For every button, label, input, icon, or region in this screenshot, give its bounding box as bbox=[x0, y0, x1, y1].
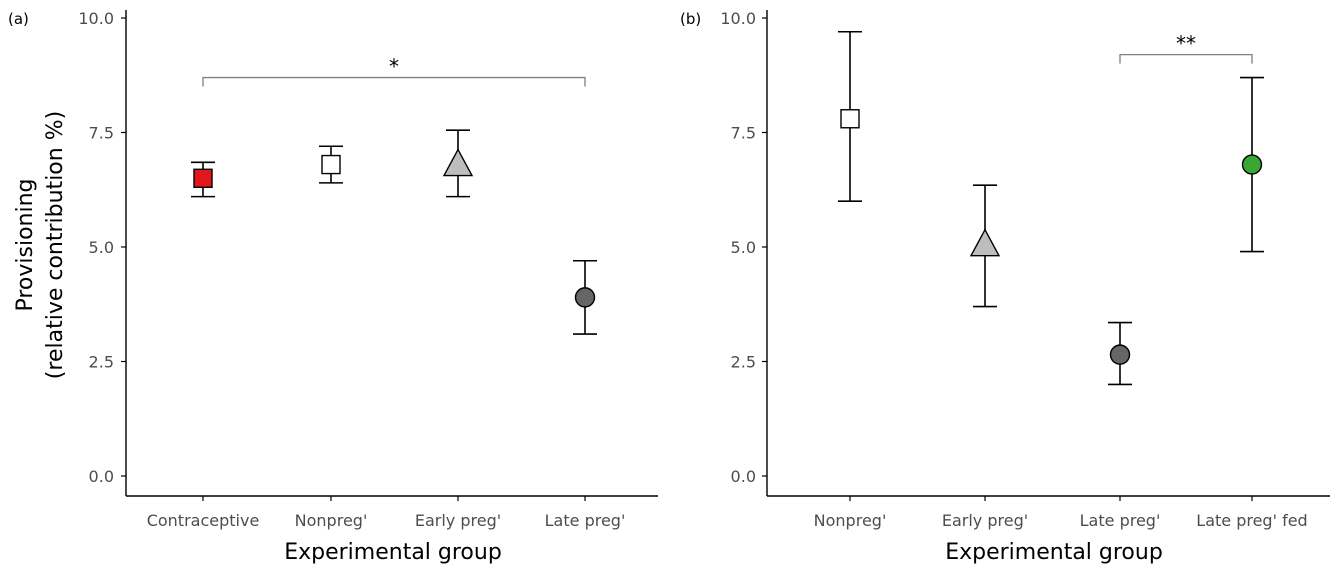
panel-b-y-tick-label: 7.5 bbox=[731, 124, 756, 143]
panel-b-y-tick-label: 0.0 bbox=[731, 467, 756, 486]
panel-b: (b) Experimental group 0.0 2.5 5.0 7.5 10.0 N… bbox=[680, 9, 1330, 565]
panel-b-y-tick-label: 10.0 bbox=[720, 9, 756, 28]
panel-b-plot-area: 0.0 2.5 5.0 7.5 10.0 Nonpreg' Early preg' Late … bbox=[720, 9, 1330, 530]
panel-a-x-tick-label: Early preg' bbox=[415, 511, 501, 530]
panel-b-point-circle bbox=[1243, 155, 1262, 174]
panel-b-x-tick-label: Nonpreg' bbox=[814, 511, 887, 530]
panel-a-y-axis-title-line1: Provisioning bbox=[13, 178, 38, 311]
panel-a-y-tick-label: 2.5 bbox=[89, 353, 114, 372]
panel-b-significance-bracket bbox=[1120, 55, 1252, 64]
panel-a-x-tick-label: Late preg' bbox=[545, 511, 626, 530]
panel-a-y-tick-label: 5.0 bbox=[89, 238, 114, 257]
panel-b-x-tick-label: Late preg' bbox=[1080, 511, 1161, 530]
panel-b-point-circle bbox=[1111, 345, 1130, 364]
panel-a-point-circle bbox=[576, 288, 595, 307]
panel-a-label: (a) bbox=[8, 10, 29, 28]
panel-a-x-tick-label: Nonpreg' bbox=[295, 511, 368, 530]
panel-b-y-tick-label: 5.0 bbox=[731, 238, 756, 257]
panel-b-point-square bbox=[841, 110, 859, 128]
panel-a-point-square bbox=[194, 169, 212, 187]
panel-a-significance-label: * bbox=[389, 55, 399, 79]
panel-a-plot-area: 0.0 2.5 5.0 7.5 10.0 Contraceptive Nonpreg' Ear… bbox=[78, 9, 658, 530]
panel-b-y-tick-label: 2.5 bbox=[731, 353, 756, 372]
panel-a: (a) Provisioning (relative contribution … bbox=[8, 9, 658, 565]
panel-a-point-triangle bbox=[444, 150, 472, 176]
panel-b-x-tick-label: Early preg' bbox=[942, 511, 1028, 530]
panel-a-y-tick-label: 10.0 bbox=[78, 9, 114, 28]
panel-b-x-axis-title: Experimental group bbox=[945, 540, 1163, 565]
panel-b-x-tick-label: Late preg' fed bbox=[1196, 511, 1307, 530]
panel-b-label: (b) bbox=[680, 10, 701, 28]
panel-b-significance-label: ** bbox=[1176, 32, 1196, 56]
panel-a-point-square bbox=[322, 156, 340, 174]
panel-a-x-axis-title: Experimental group bbox=[284, 540, 502, 565]
panel-a-significance-bracket bbox=[203, 78, 585, 87]
panel-a-y-tick-label: 0.0 bbox=[89, 467, 114, 486]
panel-a-y-tick-label: 7.5 bbox=[89, 124, 114, 143]
panel-b-point-triangle bbox=[971, 230, 999, 256]
panel-a-x-tick-label: Contraceptive bbox=[147, 511, 260, 530]
panel-a-y-axis-title-line2: (relative contribution %) bbox=[43, 111, 68, 379]
